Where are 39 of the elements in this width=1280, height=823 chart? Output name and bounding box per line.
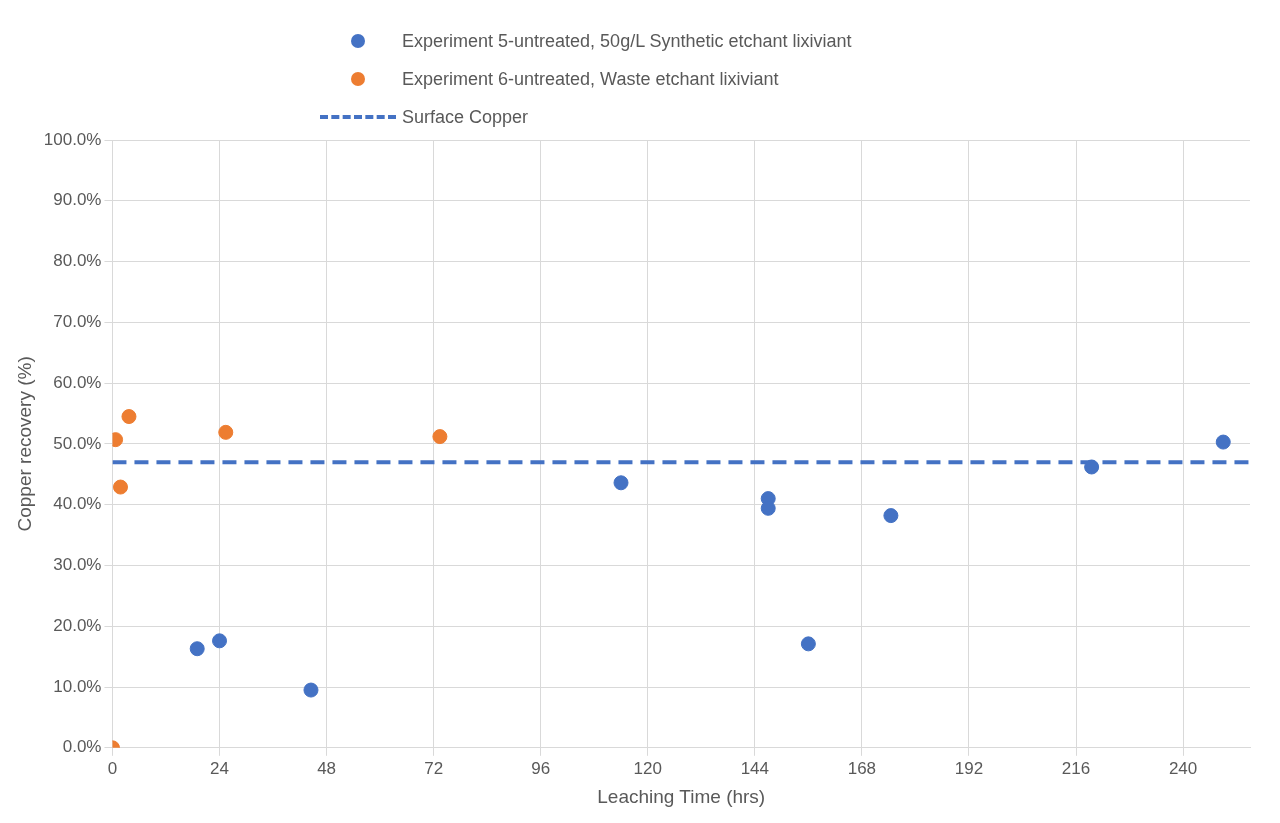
y-tick-label: 60.0% xyxy=(53,372,102,392)
y-tick-label: 10.0% xyxy=(53,676,102,696)
point xyxy=(800,636,816,652)
y-axis-title: Copper recovery (%) xyxy=(13,356,35,532)
x-tick-label: 72 xyxy=(424,758,444,778)
legend-label: Surface Copper xyxy=(402,106,529,128)
point xyxy=(218,424,234,440)
y-tick-label: 30.0% xyxy=(53,555,102,575)
x-tick-label: 48 xyxy=(317,758,337,778)
x-tick-label: 120 xyxy=(633,758,662,778)
x-tick-label: 24 xyxy=(210,758,229,778)
y-tick-label: 20.0% xyxy=(53,615,102,635)
point xyxy=(1215,434,1231,450)
point xyxy=(303,682,319,698)
point xyxy=(121,409,137,425)
legend-label: Experiment 5-untreated, 50g/L Synthetic etchant lixiviant xyxy=(402,30,852,52)
y-tick-label: 0.0% xyxy=(62,737,102,757)
point xyxy=(1084,459,1100,475)
x-tick-label: 144 xyxy=(740,758,770,778)
x-tick-label: 240 xyxy=(1168,758,1198,778)
point xyxy=(112,479,128,495)
x-axis-title: Leaching Time (hrs) xyxy=(597,785,766,807)
x-tick-label: 192 xyxy=(954,758,984,778)
point xyxy=(432,429,448,445)
x-tick-label: 168 xyxy=(847,758,877,778)
x-tick-label: 96 xyxy=(531,758,551,778)
point xyxy=(883,508,899,524)
y-tick-label: 70.0% xyxy=(53,312,102,332)
x-tick-label: 216 xyxy=(1061,758,1091,778)
y-tick-label: 80.0% xyxy=(53,251,102,271)
legend-label: Experiment 6-untreated, Waste etchant lixiviant xyxy=(402,68,779,90)
y-tick-label: 90.0% xyxy=(53,190,102,210)
y-tick-label: 100.0% xyxy=(43,129,102,149)
y-tick-label: 40.0% xyxy=(53,494,102,514)
point xyxy=(212,633,228,649)
point xyxy=(613,475,629,491)
point xyxy=(189,641,205,657)
y-tick-label: 50.0% xyxy=(53,433,102,453)
x-tick-label: 0 xyxy=(107,758,118,778)
